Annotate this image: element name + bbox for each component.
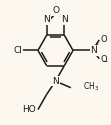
Text: N: N [90, 46, 97, 55]
Text: CH$_3$: CH$_3$ [83, 80, 99, 93]
Text: −: − [103, 58, 108, 63]
Text: +: + [93, 42, 98, 47]
Text: O: O [52, 6, 59, 16]
Text: N: N [61, 15, 68, 24]
Text: N: N [43, 15, 50, 24]
Text: O: O [100, 35, 107, 44]
Text: Cl: Cl [14, 46, 23, 55]
Text: HO: HO [22, 105, 36, 114]
Text: N: N [52, 77, 59, 86]
Text: O: O [100, 55, 107, 64]
